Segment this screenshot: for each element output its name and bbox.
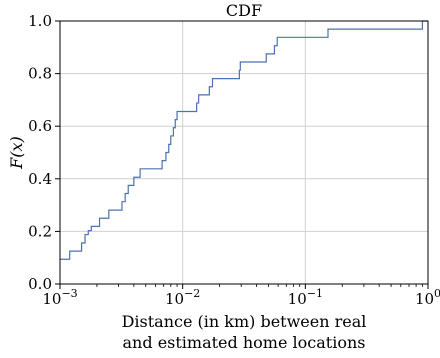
grid-lines: [59, 20, 429, 285]
tick-marks: [55, 20, 429, 289]
x-tick-label: 10−1: [288, 287, 323, 308]
y-tick-label: 0.6: [28, 117, 52, 135]
x-tick-label: 100: [415, 287, 440, 308]
y-tick-label: 0.4: [28, 170, 52, 188]
x-tick-label-base: 10: [415, 290, 434, 308]
y-tick-labels: 0.0 0.2 0.4 0.6 0.8 1.0: [28, 12, 52, 293]
y-tick-label: 0.8: [28, 65, 52, 83]
x-tick-label-base: 10: [165, 290, 184, 308]
x-tick-label-exponent: −3: [61, 287, 77, 300]
series-group: [60, 20, 428, 260]
plot-frame: [59, 20, 429, 285]
x-tick-labels: 10−3 10−2 10−1 100: [42, 287, 440, 308]
x-tick-label-exponent: −1: [307, 287, 323, 300]
x-tick-label-base: 10: [288, 290, 307, 308]
x-tick-label: 10−2: [165, 287, 200, 308]
x-tick-label-base: 10: [42, 290, 61, 308]
cdf-step-line: [60, 20, 428, 260]
x-tick-label: 10−3: [42, 287, 77, 308]
x-axis-label-line-1: Distance (in km) between real: [122, 312, 367, 331]
y-tick-label: 0.0: [28, 275, 52, 293]
x-tick-label-exponent: −2: [184, 287, 200, 300]
x-tick-label-exponent: 0: [434, 287, 440, 300]
y-tick-label: 0.2: [28, 222, 52, 240]
y-tick-label: 1.0: [28, 12, 52, 30]
chart-title: CDF: [226, 1, 262, 20]
x-axis-label-line-2: and estimated home locations: [123, 333, 366, 352]
y-axis-label: F(x): [7, 136, 26, 170]
